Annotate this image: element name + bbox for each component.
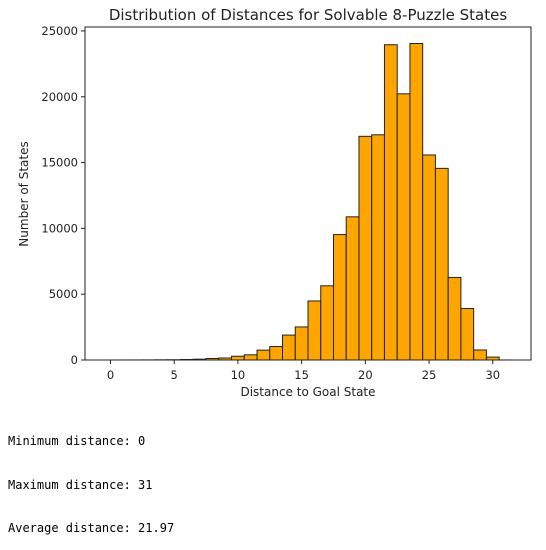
y-tick-label: 10000 [41,221,78,235]
min-distance-line: Minimum distance: 0 [8,434,174,449]
histogram-bar [333,235,346,360]
histogram-bar [384,45,397,360]
histogram-bar [346,217,359,360]
max-distance-line: Maximum distance: 31 [8,478,174,493]
y-tick-label: 20000 [41,90,78,104]
histogram-bar [397,94,410,360]
y-axis-label: Number of States [17,141,31,246]
histogram-bar [308,301,321,360]
x-tick-label: 25 [422,368,437,382]
x-tick-label: 20 [358,368,373,382]
histogram-bar [270,347,283,360]
chart-title: Distribution of Distances for Solvable 8… [109,6,508,24]
histogram-bar [283,335,296,360]
y-tick-label: 5000 [49,287,78,301]
histogram-bar [448,277,461,360]
histogram-bar [423,155,436,360]
stats-output: Minimum distance: 0 Maximum distance: 31… [8,405,174,550]
y-tick-label: 15000 [41,156,78,170]
x-tick-label: 10 [231,368,246,382]
histogram-bar [435,168,448,360]
histogram-bar [359,136,372,360]
histogram-bar [232,356,245,360]
avg-distance-line: Average distance: 21.97 [8,521,174,536]
histogram-bar [372,135,385,360]
x-tick-label: 0 [107,368,114,382]
histogram-bar [244,355,257,360]
y-tick-label: 25000 [41,24,78,38]
x-axis-label: Distance to Goal State [240,385,375,399]
histogram-bar [474,350,487,360]
histogram-bar [257,350,270,360]
x-tick-label: 15 [294,368,309,382]
y-tick-label: 0 [71,353,78,367]
bars-group [104,43,512,360]
histogram-bar [461,309,474,360]
x-axis-ticks: 0 5 10 15 20 25 30 [107,360,500,382]
histogram-bar [295,327,308,360]
histogram-chart: Distribution of Distances for Solvable 8… [0,0,546,405]
histogram-bar [410,43,423,360]
histogram-bar [321,286,334,360]
x-tick-label: 5 [171,368,178,382]
x-tick-label: 30 [485,368,500,382]
y-axis-ticks: 0 5000 10000 15000 20000 25000 [41,24,85,367]
